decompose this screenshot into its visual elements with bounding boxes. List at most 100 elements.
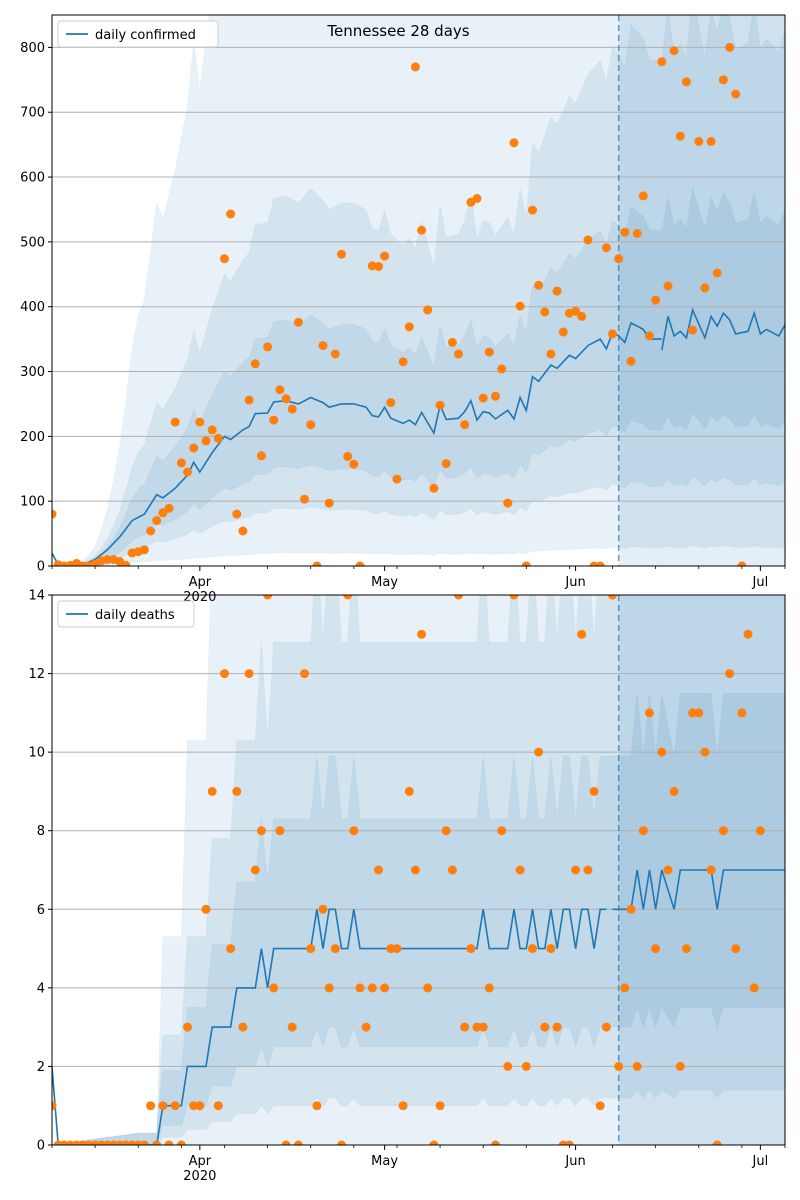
- data-point: [152, 516, 162, 526]
- data-point: [164, 503, 174, 513]
- data-point: [256, 451, 266, 461]
- data-point: [226, 944, 236, 954]
- data-point: [688, 708, 698, 718]
- data-point: [694, 708, 704, 718]
- data-point: [293, 317, 303, 327]
- data-point: [694, 136, 704, 146]
- data-point: [374, 865, 383, 875]
- data-point: [491, 391, 500, 401]
- legend-label: daily confirmed: [95, 28, 196, 43]
- data-point: [263, 595, 273, 600]
- data-point: [749, 983, 759, 993]
- data-point: [669, 786, 679, 796]
- data-point: [318, 341, 328, 351]
- y-tick-label: 500: [20, 235, 45, 250]
- data-point: [577, 629, 587, 639]
- data-point: [712, 268, 722, 278]
- data-point: [121, 560, 131, 566]
- data-point: [158, 1101, 168, 1111]
- data-point: [571, 865, 581, 875]
- data-point: [318, 904, 328, 914]
- data-point: [528, 944, 537, 954]
- data-point: [398, 357, 408, 367]
- data-point: [706, 136, 716, 146]
- data-point: [300, 494, 309, 504]
- data-point: [281, 394, 291, 404]
- uncertainty-band: [52, 692, 785, 1145]
- y-tick-label: 400: [20, 300, 45, 315]
- data-point: [349, 826, 359, 836]
- data-point: [330, 944, 340, 954]
- data-point: [534, 747, 544, 757]
- data-point: [657, 57, 667, 67]
- forecast-line: [612, 869, 785, 911]
- data-point: [324, 983, 334, 993]
- x-tick-label: Apr: [189, 1154, 212, 1169]
- data-point: [244, 395, 254, 405]
- data-point: [263, 342, 273, 352]
- legend-label: daily deaths: [95, 608, 175, 623]
- data-point: [484, 347, 494, 357]
- data-point: [410, 865, 420, 875]
- data-point: [330, 349, 340, 359]
- axes-frame: [51, 594, 786, 1146]
- y-tick-label: 2: [37, 1060, 45, 1075]
- legend: daily deaths: [57, 600, 195, 628]
- data-point: [725, 42, 735, 52]
- data-point: [546, 349, 556, 359]
- y-tick-label: 100: [20, 495, 45, 510]
- data-point: [632, 229, 642, 238]
- data-point: [386, 398, 396, 408]
- data-point: [681, 944, 691, 954]
- data-point: [324, 498, 334, 508]
- data-point: [614, 254, 624, 264]
- data-point: [201, 436, 211, 446]
- data-point: [577, 311, 587, 321]
- data-point: [201, 904, 211, 914]
- data-point: [146, 1101, 156, 1111]
- data-point: [540, 1022, 550, 1032]
- data-point: [564, 1140, 574, 1145]
- uncertainty-band: [52, 15, 785, 566]
- data-point: [712, 1140, 722, 1145]
- forecast-line: [661, 307, 785, 351]
- data-point: [374, 262, 383, 271]
- data-point: [238, 526, 248, 536]
- data-point: [669, 46, 679, 56]
- data-point: [663, 865, 673, 875]
- data-point: [503, 498, 513, 508]
- data-point: [312, 561, 322, 566]
- legend-box: [57, 20, 219, 48]
- data-point: [300, 669, 309, 679]
- data-point: [183, 467, 192, 477]
- data-point: [534, 280, 544, 290]
- data-point: [663, 281, 673, 291]
- data-point: [528, 205, 537, 215]
- data-point: [595, 561, 605, 566]
- data-point: [207, 425, 217, 435]
- data-point: [718, 826, 728, 836]
- legend-box: [57, 600, 195, 628]
- data-point: [226, 209, 236, 219]
- data-point: [250, 865, 260, 875]
- data-point: [293, 1140, 303, 1145]
- data-point: [521, 561, 531, 566]
- data-point: [232, 509, 242, 519]
- data-point: [515, 301, 525, 311]
- data-point: [349, 459, 359, 469]
- x-tick-label: Apr: [189, 575, 212, 590]
- data-point: [583, 865, 593, 875]
- y-tick-label: 12: [28, 667, 45, 682]
- data-point: [706, 865, 716, 875]
- data-point: [337, 249, 346, 259]
- data-point: [380, 251, 390, 261]
- data-point: [287, 404, 297, 414]
- data-point: [213, 433, 223, 443]
- data-point: [429, 483, 439, 493]
- data-point: [478, 1022, 488, 1032]
- data-point: [503, 1061, 513, 1071]
- data-point: [546, 944, 556, 954]
- data-point: [601, 243, 611, 253]
